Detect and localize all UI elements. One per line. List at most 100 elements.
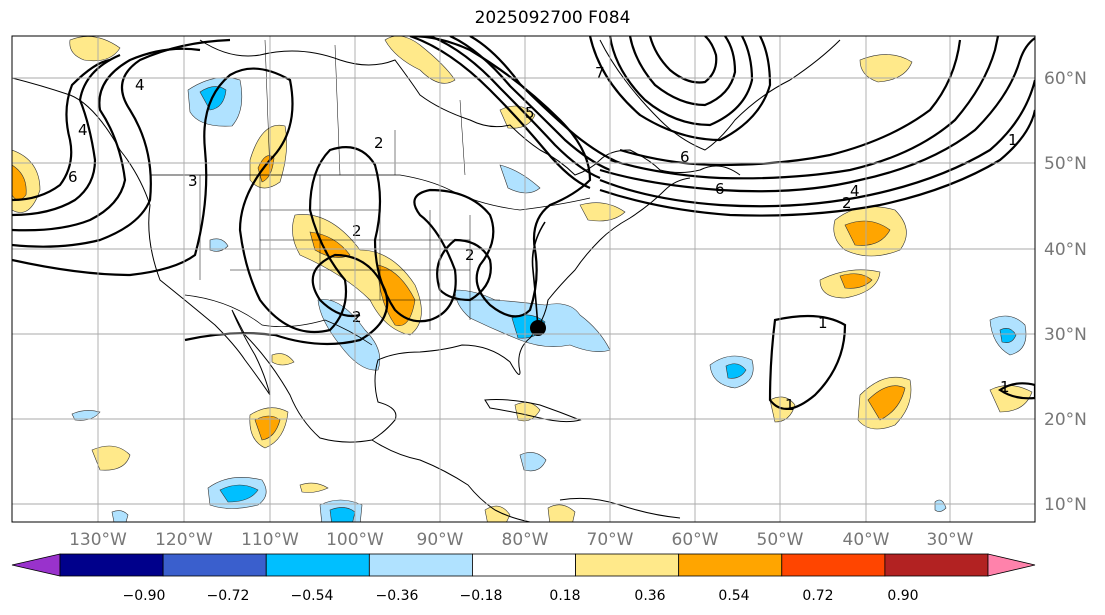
colorbar-extend-low [11,553,61,577]
lat-label: 20°N [1044,410,1087,430]
colorbar-segment [575,553,680,577]
contour-label: 4 [850,182,860,200]
colorbar-segment [162,553,267,577]
colorbar-tick-label: 0.90 [887,588,918,604]
positive-anomaly-region [91,445,131,471]
contour-label: 7 [595,64,605,82]
hurricane-track-line [531,221,546,329]
south-america-coast [559,497,681,519]
contour-line [436,238,492,302]
positive-anomaly-region [844,220,891,246]
north-america-coastline [12,77,691,443]
contour-layer [12,36,1035,410]
storm-center-marker [530,320,546,336]
contour-line [449,36,611,172]
contour-line [599,79,1035,208]
contour-line [429,36,601,180]
contour-label: 6 [715,180,725,198]
positive-anomaly-region [989,385,1033,413]
latitude-labels: 60°N 50°N 40°N 30°N 20°N 10°N [1044,69,1087,515]
contour-label: 2 [352,222,362,240]
colorbar-tick-label: −0.54 [291,588,334,604]
positive-anomaly-region [859,54,913,83]
contour-line [998,382,1035,400]
contour-line [648,36,718,84]
cuba-coast [484,399,582,423]
positive-anomaly-region [839,273,873,289]
colorbar-segment [678,553,783,577]
contour-label: 1 [1008,131,1018,149]
negative-anomaly-region [329,507,356,522]
mexico-border [184,294,373,346]
positive-anomaly-region [579,202,626,222]
lat-label: 40°N [1044,240,1087,260]
map-border [11,35,1036,523]
colorbar-tick-labels: −0.90 −0.72 −0.54 −0.36 −0.18 0.18 0.36 … [123,588,919,604]
negative-anomaly-region [499,164,541,194]
positive-anomaly-region [254,415,281,441]
lon-label: 80°W [502,530,549,550]
lon-label: 50°W [757,530,804,550]
contour-line [12,58,111,202]
lat-label: 60°N [1044,69,1087,89]
contour-label: 5 [525,104,535,122]
colorbar-segment [472,553,576,577]
colorbar-segment [884,553,989,577]
colorbar-tick-label: 0.36 [634,588,665,604]
graticule [12,36,1035,522]
canada-north-coast [199,39,741,176]
negative-anomaly-region [219,484,259,503]
colorbar-tick-label: −0.90 [123,588,166,604]
contour-label: 6 [68,168,78,186]
positive-anomaly-region [384,36,456,84]
colorbar [11,553,1036,577]
lon-label: 40°W [843,530,890,550]
negative-anomaly-region [934,499,947,512]
lat-label: 50°N [1044,154,1087,174]
contour-label: 2 [352,308,362,326]
contour-line [599,37,1035,193]
contour-line [469,36,621,165]
contour-label: 2 [374,134,384,152]
negative-anomaly-region [999,328,1017,343]
contour-label: 2 [842,194,852,212]
positive-anomaly-region [271,353,295,366]
positive-anomaly-region [484,505,511,522]
lon-label: 130°W [69,530,127,550]
contour-line [599,109,1035,217]
colorbar-tick-label: −0.72 [207,588,250,604]
positive-anomaly-region [299,482,329,493]
central-america-coast [371,439,531,522]
contour-line [12,38,231,248]
negative-anomaly-region [71,410,101,421]
contour-line [768,314,847,410]
lon-label: 90°W [417,530,464,550]
contour-label: 3 [188,172,198,190]
greenland-coast [599,39,841,151]
lon-label: 100°W [326,530,384,550]
contour-line [609,36,1000,180]
us-state-lines [199,175,500,330]
positive-anomaly-region [12,164,27,201]
contour-label: 1 [1000,378,1010,396]
longitude-labels: 130°W 120°W 110°W 100°W 90°W 80°W 70°W 6… [69,530,974,550]
lon-label: 110°W [241,530,299,550]
positive-anomaly-region [867,385,906,421]
colorbar-tick-label: −0.36 [376,588,419,604]
contour-label: 1 [785,396,795,414]
contour-line [588,36,772,142]
map-title: 2025092700 F084 [474,8,631,28]
contour-label: 6 [680,148,690,166]
negative-anomaly-region [519,452,547,472]
lat-label: 10°N [1044,495,1087,515]
colorbar-tick-label: 0.18 [549,588,580,604]
canada-province-lines [264,39,466,176]
contour-line [12,47,201,232]
colorbar-extend-high [987,553,1036,577]
contour-label-layer: 4 6 3 2 2 4 2 2 5 7 6 6 4 2 1 1 1 1 [68,64,1018,414]
colorbar-tick-label: −0.18 [460,588,503,604]
us-canada-border [150,174,591,211]
negative-anomaly-region [111,510,129,522]
contour-line [608,36,754,127]
colorbar-tick-label: 0.54 [718,588,749,604]
